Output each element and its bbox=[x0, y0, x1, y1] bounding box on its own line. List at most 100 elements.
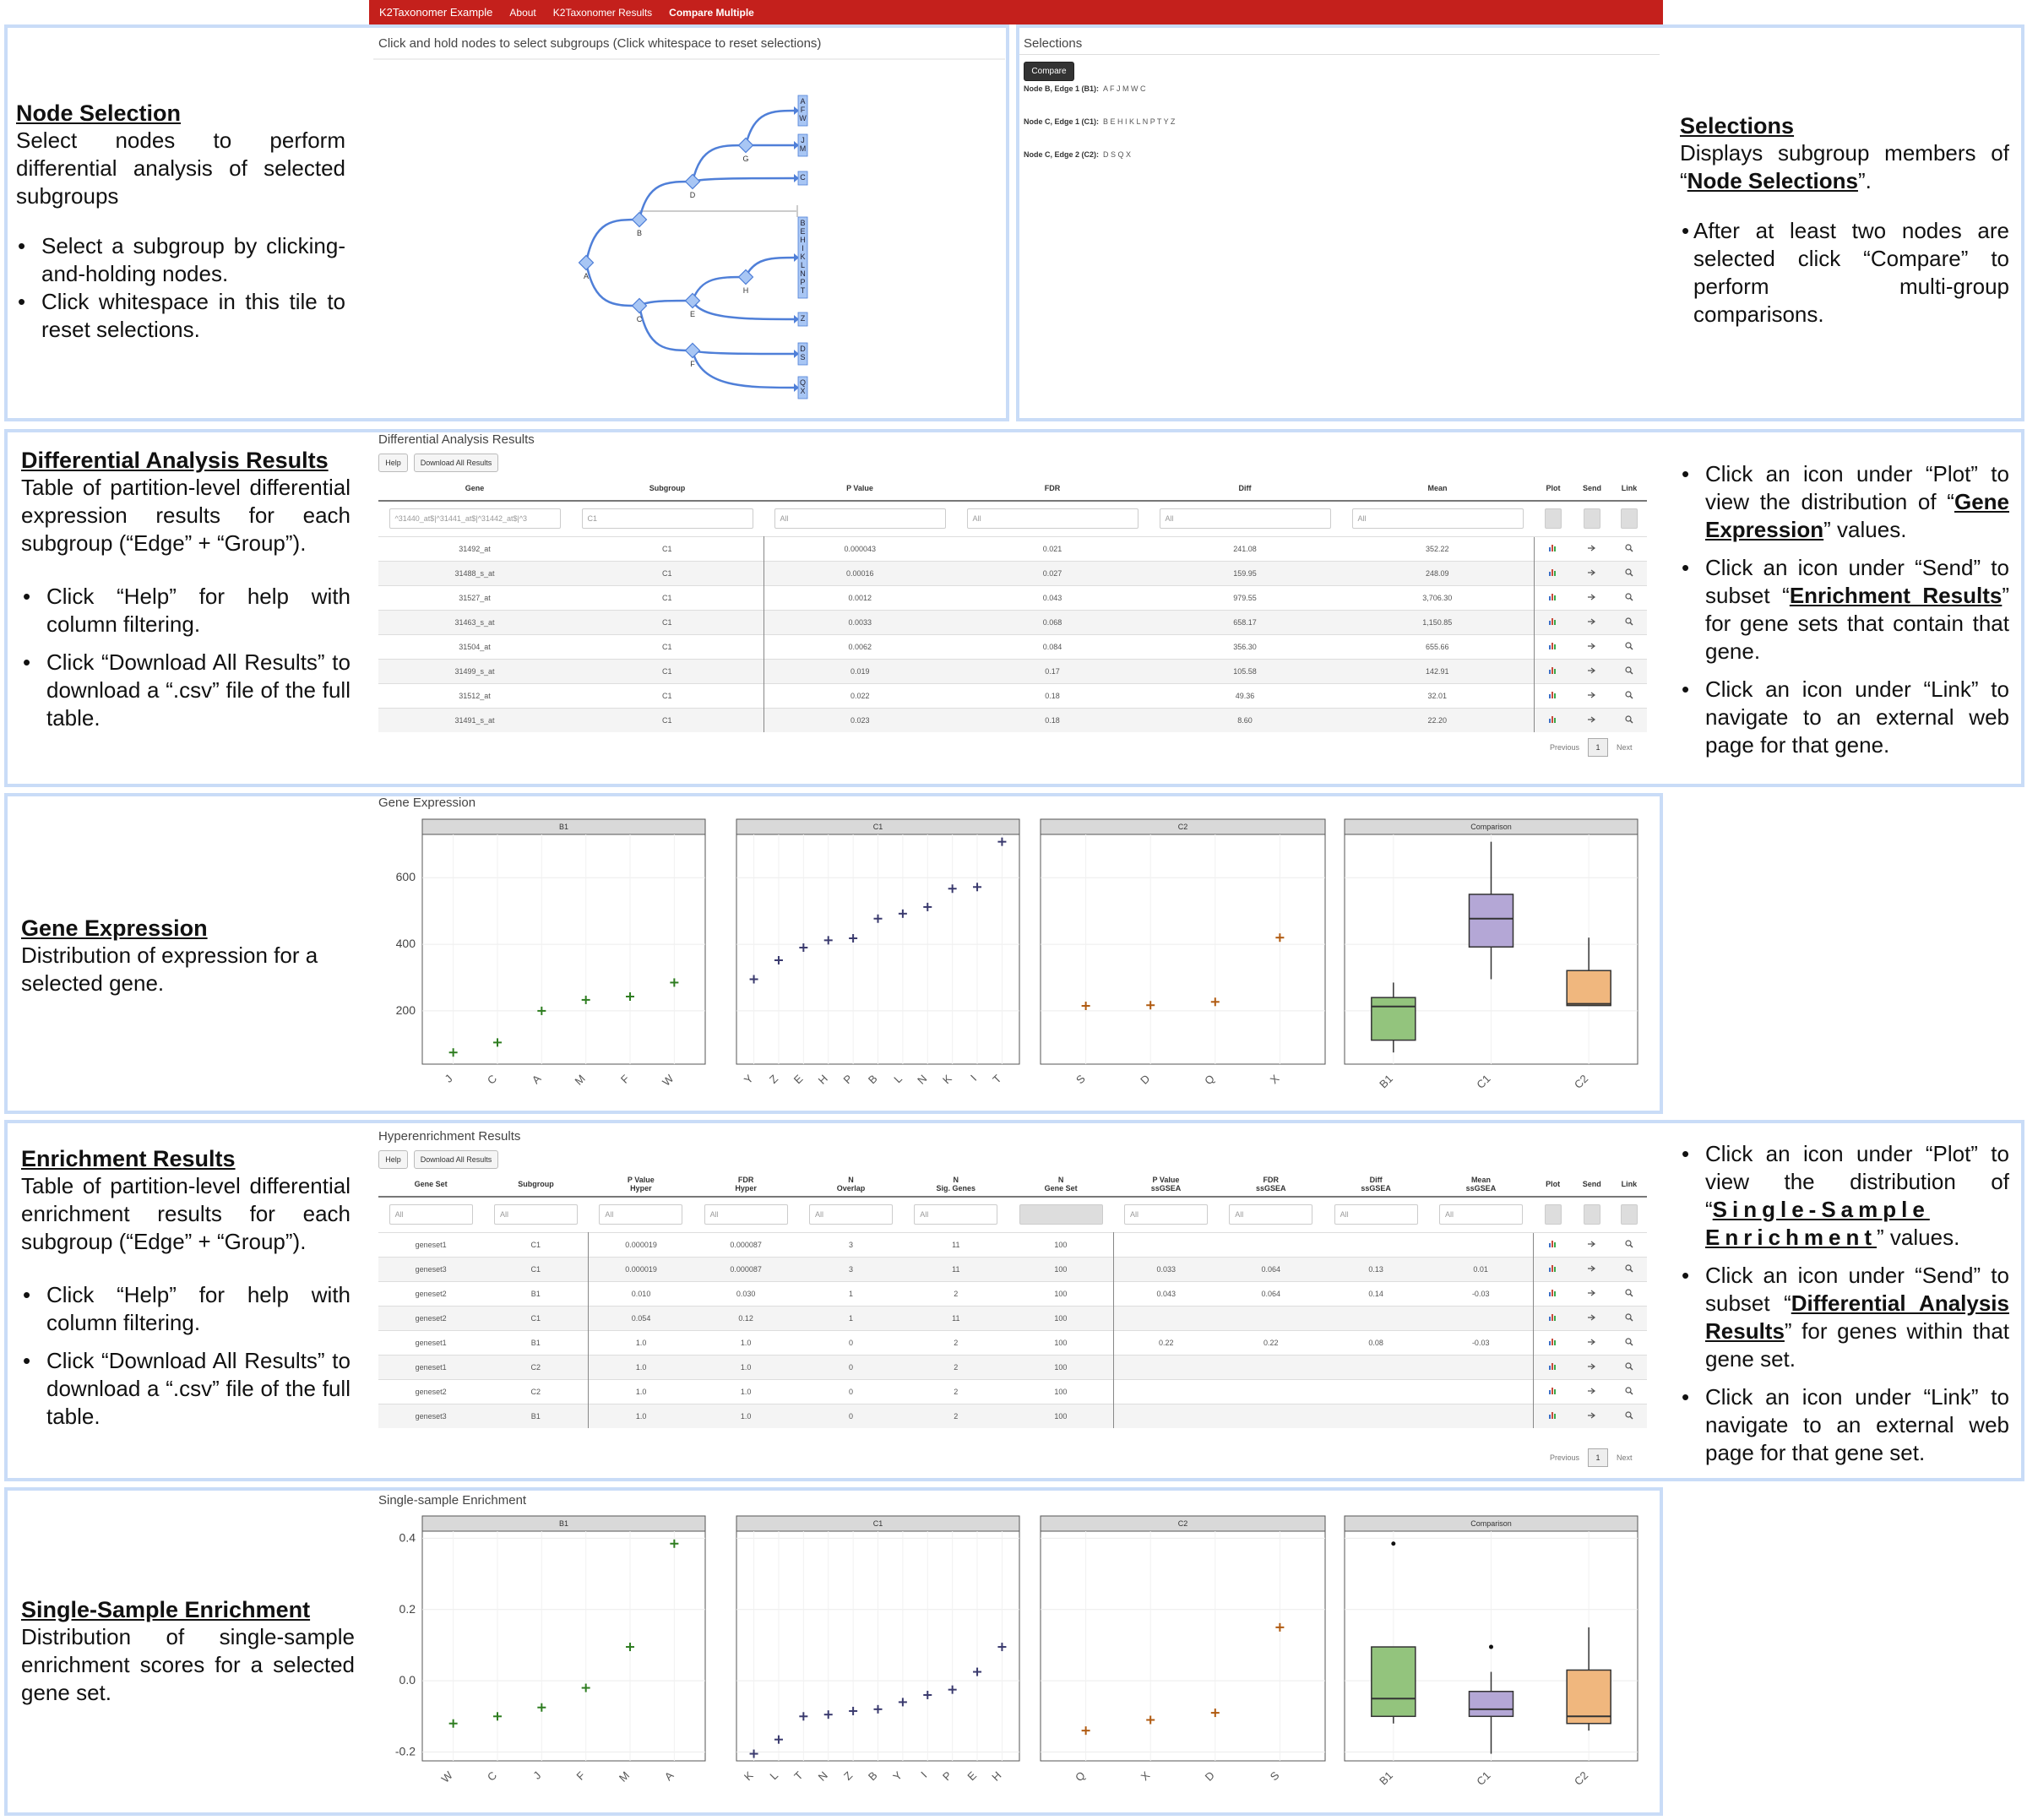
magnifier-icon[interactable] bbox=[1625, 617, 1633, 627]
dendrogram-leaf-edge[interactable] bbox=[691, 350, 798, 389]
data-point[interactable] bbox=[948, 1685, 957, 1694]
bar-chart-icon[interactable] bbox=[1549, 716, 1557, 725]
er-column-filter[interactable]: All bbox=[1334, 1204, 1418, 1225]
magnifier-icon[interactable] bbox=[1625, 666, 1633, 676]
magnifier-icon[interactable] bbox=[1625, 1337, 1633, 1348]
er-column-filter[interactable]: All bbox=[389, 1204, 473, 1225]
er-col-header[interactable]: Link bbox=[1611, 1171, 1647, 1198]
data-point[interactable] bbox=[823, 1710, 833, 1719]
er-col-header[interactable]: FDR Hyper bbox=[693, 1171, 799, 1198]
er-column-filter[interactable]: All bbox=[704, 1204, 788, 1225]
magnifier-icon[interactable] bbox=[1625, 690, 1633, 701]
box-plot[interactable] bbox=[1371, 1541, 1416, 1724]
data-point[interactable] bbox=[799, 1712, 808, 1721]
dar-col-header[interactable]: Gene bbox=[378, 475, 571, 502]
dendrogram-node[interactable] bbox=[684, 173, 701, 190]
magnifier-icon[interactable] bbox=[1625, 543, 1633, 554]
er-col-header[interactable]: N Overlap bbox=[798, 1171, 904, 1198]
data-point[interactable] bbox=[774, 1735, 783, 1744]
magnifier-icon[interactable] bbox=[1625, 1312, 1633, 1323]
er-column-filter[interactable]: All bbox=[599, 1204, 683, 1225]
sse-plot[interactable]: geneset1-0.20.00.20.4B1WCJFMAC1KLTNZBYIP… bbox=[372, 1508, 1638, 1813]
bar-chart-icon[interactable] bbox=[1548, 1363, 1557, 1372]
data-point[interactable] bbox=[898, 1698, 907, 1707]
data-point[interactable] bbox=[1275, 1622, 1285, 1632]
er-column-filter[interactable] bbox=[1544, 1204, 1562, 1225]
nav-compare-multiple[interactable]: Compare Multiple bbox=[669, 6, 754, 19]
dar-col-header[interactable]: Plot bbox=[1534, 475, 1573, 502]
er-col-header[interactable]: Plot bbox=[1533, 1171, 1573, 1198]
bar-chart-icon[interactable] bbox=[1549, 618, 1557, 627]
data-point[interactable] bbox=[448, 1048, 458, 1057]
data-point[interactable] bbox=[581, 995, 590, 1004]
data-point[interactable] bbox=[774, 956, 783, 965]
er-col-header[interactable]: FDR ssGSEA bbox=[1218, 1171, 1323, 1198]
arrow-right-icon[interactable] bbox=[1588, 667, 1596, 676]
dendrogram-node[interactable] bbox=[684, 342, 701, 359]
magnifier-icon[interactable] bbox=[1625, 568, 1633, 579]
er-column-filter[interactable] bbox=[1019, 1204, 1103, 1225]
er-col-header[interactable]: Send bbox=[1572, 1171, 1611, 1198]
arrow-right-icon[interactable] bbox=[1588, 569, 1596, 578]
data-point[interactable] bbox=[670, 1539, 679, 1548]
dendrogram-edge[interactable] bbox=[584, 262, 640, 307]
bar-chart-icon[interactable] bbox=[1548, 1290, 1557, 1298]
dar-help-button[interactable]: Help bbox=[378, 454, 408, 472]
er-column-filter[interactable] bbox=[1583, 1204, 1600, 1225]
arrow-right-icon[interactable] bbox=[1587, 1388, 1596, 1396]
arrow-right-icon[interactable] bbox=[1588, 594, 1596, 602]
dendrogram-leaf-edge[interactable] bbox=[692, 349, 798, 356]
er-help-button[interactable]: Help bbox=[378, 1150, 408, 1169]
magnifier-icon[interactable] bbox=[1625, 1288, 1633, 1299]
data-point[interactable] bbox=[873, 914, 883, 923]
dendrogram-leaf-edge[interactable] bbox=[691, 300, 798, 321]
er-page[interactable]: 1 bbox=[1588, 1448, 1609, 1467]
data-point[interactable] bbox=[973, 883, 982, 892]
bar-chart-icon[interactable] bbox=[1548, 1241, 1557, 1249]
gene-expression-plot[interactable]: 31492_at200400600B1JCAMFWC1YZEHPBLNKITC2… bbox=[372, 811, 1638, 1111]
data-point[interactable] bbox=[923, 1690, 932, 1699]
er-col-header[interactable]: Diff ssGSEA bbox=[1323, 1171, 1429, 1198]
bar-chart-icon[interactable] bbox=[1548, 1265, 1557, 1274]
arrow-right-icon[interactable] bbox=[1587, 1314, 1596, 1323]
leaf-box[interactable] bbox=[797, 342, 808, 366]
bar-chart-icon[interactable] bbox=[1548, 1314, 1557, 1323]
dar-col-header[interactable]: FDR bbox=[956, 475, 1149, 502]
box-plot[interactable] bbox=[1371, 982, 1416, 1053]
box-plot[interactable] bbox=[1468, 841, 1514, 980]
data-point[interactable] bbox=[923, 902, 932, 911]
dar-column-filter[interactable]: All bbox=[774, 508, 946, 530]
magnifier-icon[interactable] bbox=[1625, 1386, 1633, 1397]
arrow-right-icon[interactable] bbox=[1587, 1339, 1596, 1347]
arrow-right-icon[interactable] bbox=[1587, 1363, 1596, 1372]
dar-col-header[interactable]: P Value bbox=[764, 475, 956, 502]
data-point[interactable] bbox=[1275, 933, 1285, 943]
box-plot[interactable] bbox=[1566, 937, 1611, 1007]
dendrogram-edge[interactable] bbox=[584, 218, 640, 263]
magnifier-icon[interactable] bbox=[1625, 592, 1633, 603]
arrow-right-icon[interactable] bbox=[1587, 1290, 1596, 1298]
dar-col-header[interactable]: Send bbox=[1573, 475, 1611, 502]
data-point[interactable] bbox=[626, 991, 635, 1001]
er-download-button[interactable]: Download All Results bbox=[414, 1150, 498, 1169]
nav-k2-results[interactable]: K2Taxonomer Results bbox=[552, 6, 653, 19]
dendrogram-node[interactable] bbox=[684, 292, 701, 309]
dar-col-header[interactable]: Mean bbox=[1341, 475, 1534, 502]
arrow-right-icon[interactable] bbox=[1588, 643, 1596, 651]
er-col-header[interactable]: N Sig. Genes bbox=[903, 1171, 1008, 1198]
dar-column-filter[interactable] bbox=[1584, 508, 1600, 530]
leaf-box[interactable] bbox=[797, 216, 808, 299]
data-point[interactable] bbox=[997, 837, 1007, 846]
magnifier-icon[interactable] bbox=[1625, 641, 1633, 652]
dar-col-header[interactable]: Link bbox=[1611, 475, 1647, 502]
er-column-filter[interactable]: All bbox=[1123, 1204, 1208, 1225]
er-col-header[interactable]: N Gene Set bbox=[1008, 1171, 1114, 1198]
data-point[interactable] bbox=[670, 978, 679, 987]
data-point[interactable] bbox=[537, 1703, 546, 1712]
arrow-right-icon[interactable] bbox=[1588, 716, 1596, 725]
data-point[interactable] bbox=[1210, 997, 1220, 1007]
magnifier-icon[interactable] bbox=[1625, 1411, 1633, 1421]
er-col-header[interactable]: P Value ssGSEA bbox=[1113, 1171, 1219, 1198]
data-point[interactable] bbox=[973, 1667, 982, 1676]
er-col-header[interactable]: Gene Set bbox=[378, 1171, 484, 1198]
